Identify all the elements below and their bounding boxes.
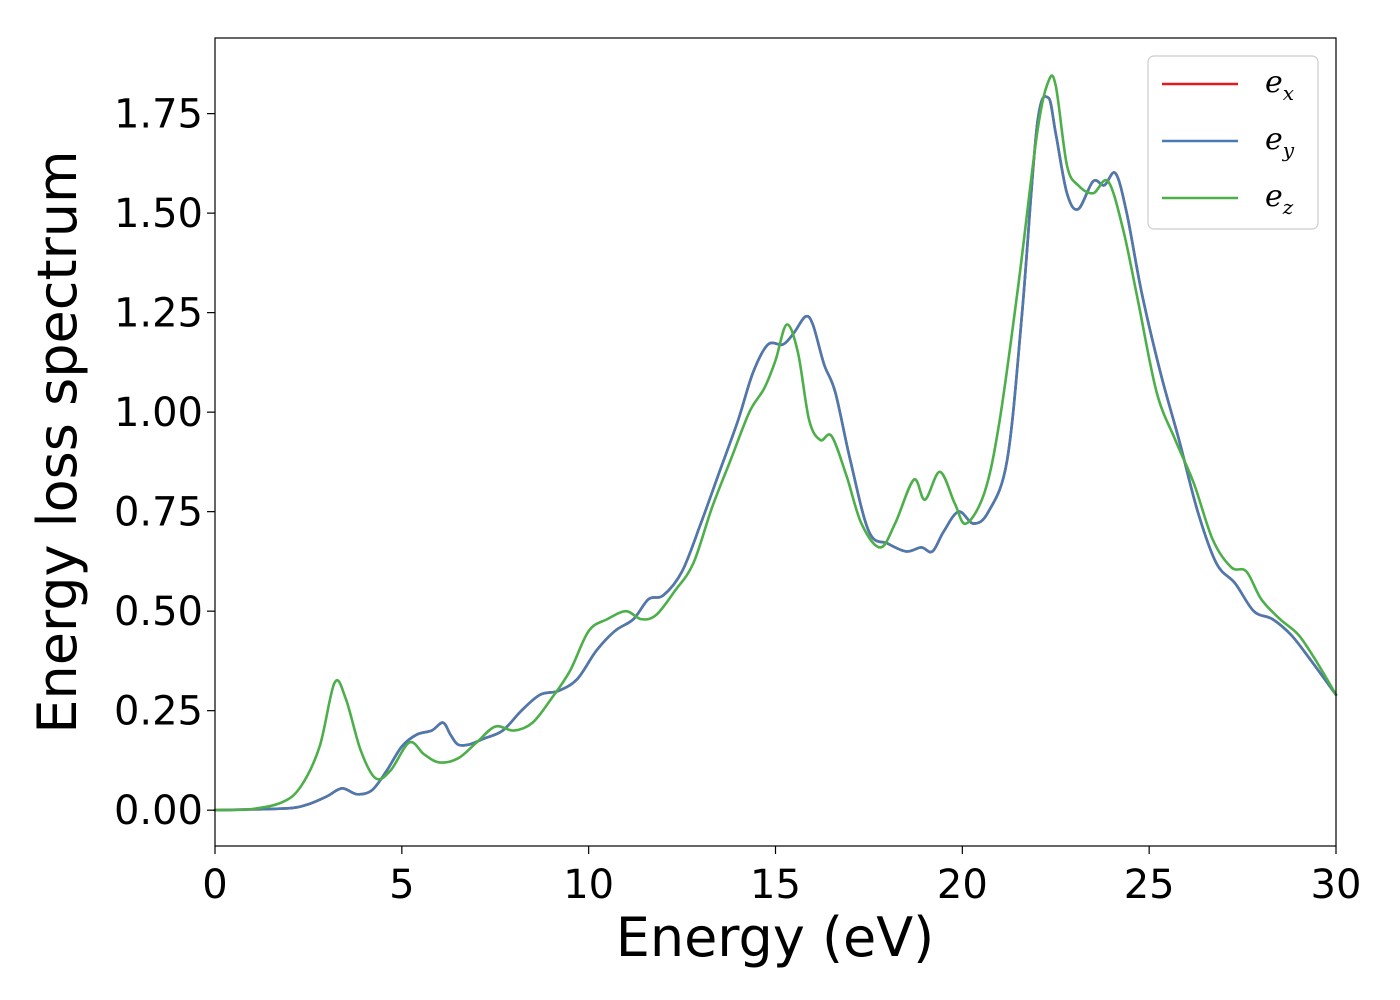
legend-label-y: ey [1265,122,1295,162]
y-tick-label: 1.25 [114,291,203,337]
x-tick-label: 5 [389,862,414,908]
x-tick-label: 0 [202,862,227,908]
series-line-y [213,95,1338,812]
series-layer [213,74,1338,812]
x-tick-label: 30 [1311,862,1362,908]
y-tick-label: 1.50 [114,191,203,237]
y-tick-label: 1.00 [114,390,203,436]
series-line-z [213,74,1338,812]
x-axis-ticks: 0 5 10 15 20 25 30 [202,846,1361,908]
y-tick-label: 0.50 [114,589,203,635]
y-axis-label: Energy loss spectrum [26,150,89,733]
y-tick-label: 1.75 [114,92,203,138]
y-tick-label: 0.00 [114,788,203,834]
y-tick-label: 0.75 [114,490,203,536]
legend: ex ey ez [1147,55,1319,230]
legend-box [1147,55,1319,230]
x-axis-label: Energy (eV) [616,906,935,969]
y-tick-label: 0.25 [114,689,203,735]
x-tick-label: 25 [1124,862,1175,908]
plot-frame [214,37,1337,847]
x-tick-label: 20 [937,862,988,908]
x-tick-label: 10 [563,862,614,908]
x-tick-label: 15 [750,862,801,908]
legend-label-x: ex [1265,65,1294,105]
y-axis-ticks: 0.00 0.25 0.50 0.75 1.00 1.25 1.50 1.75 [114,92,215,834]
legend-label-z: ez [1265,179,1294,219]
